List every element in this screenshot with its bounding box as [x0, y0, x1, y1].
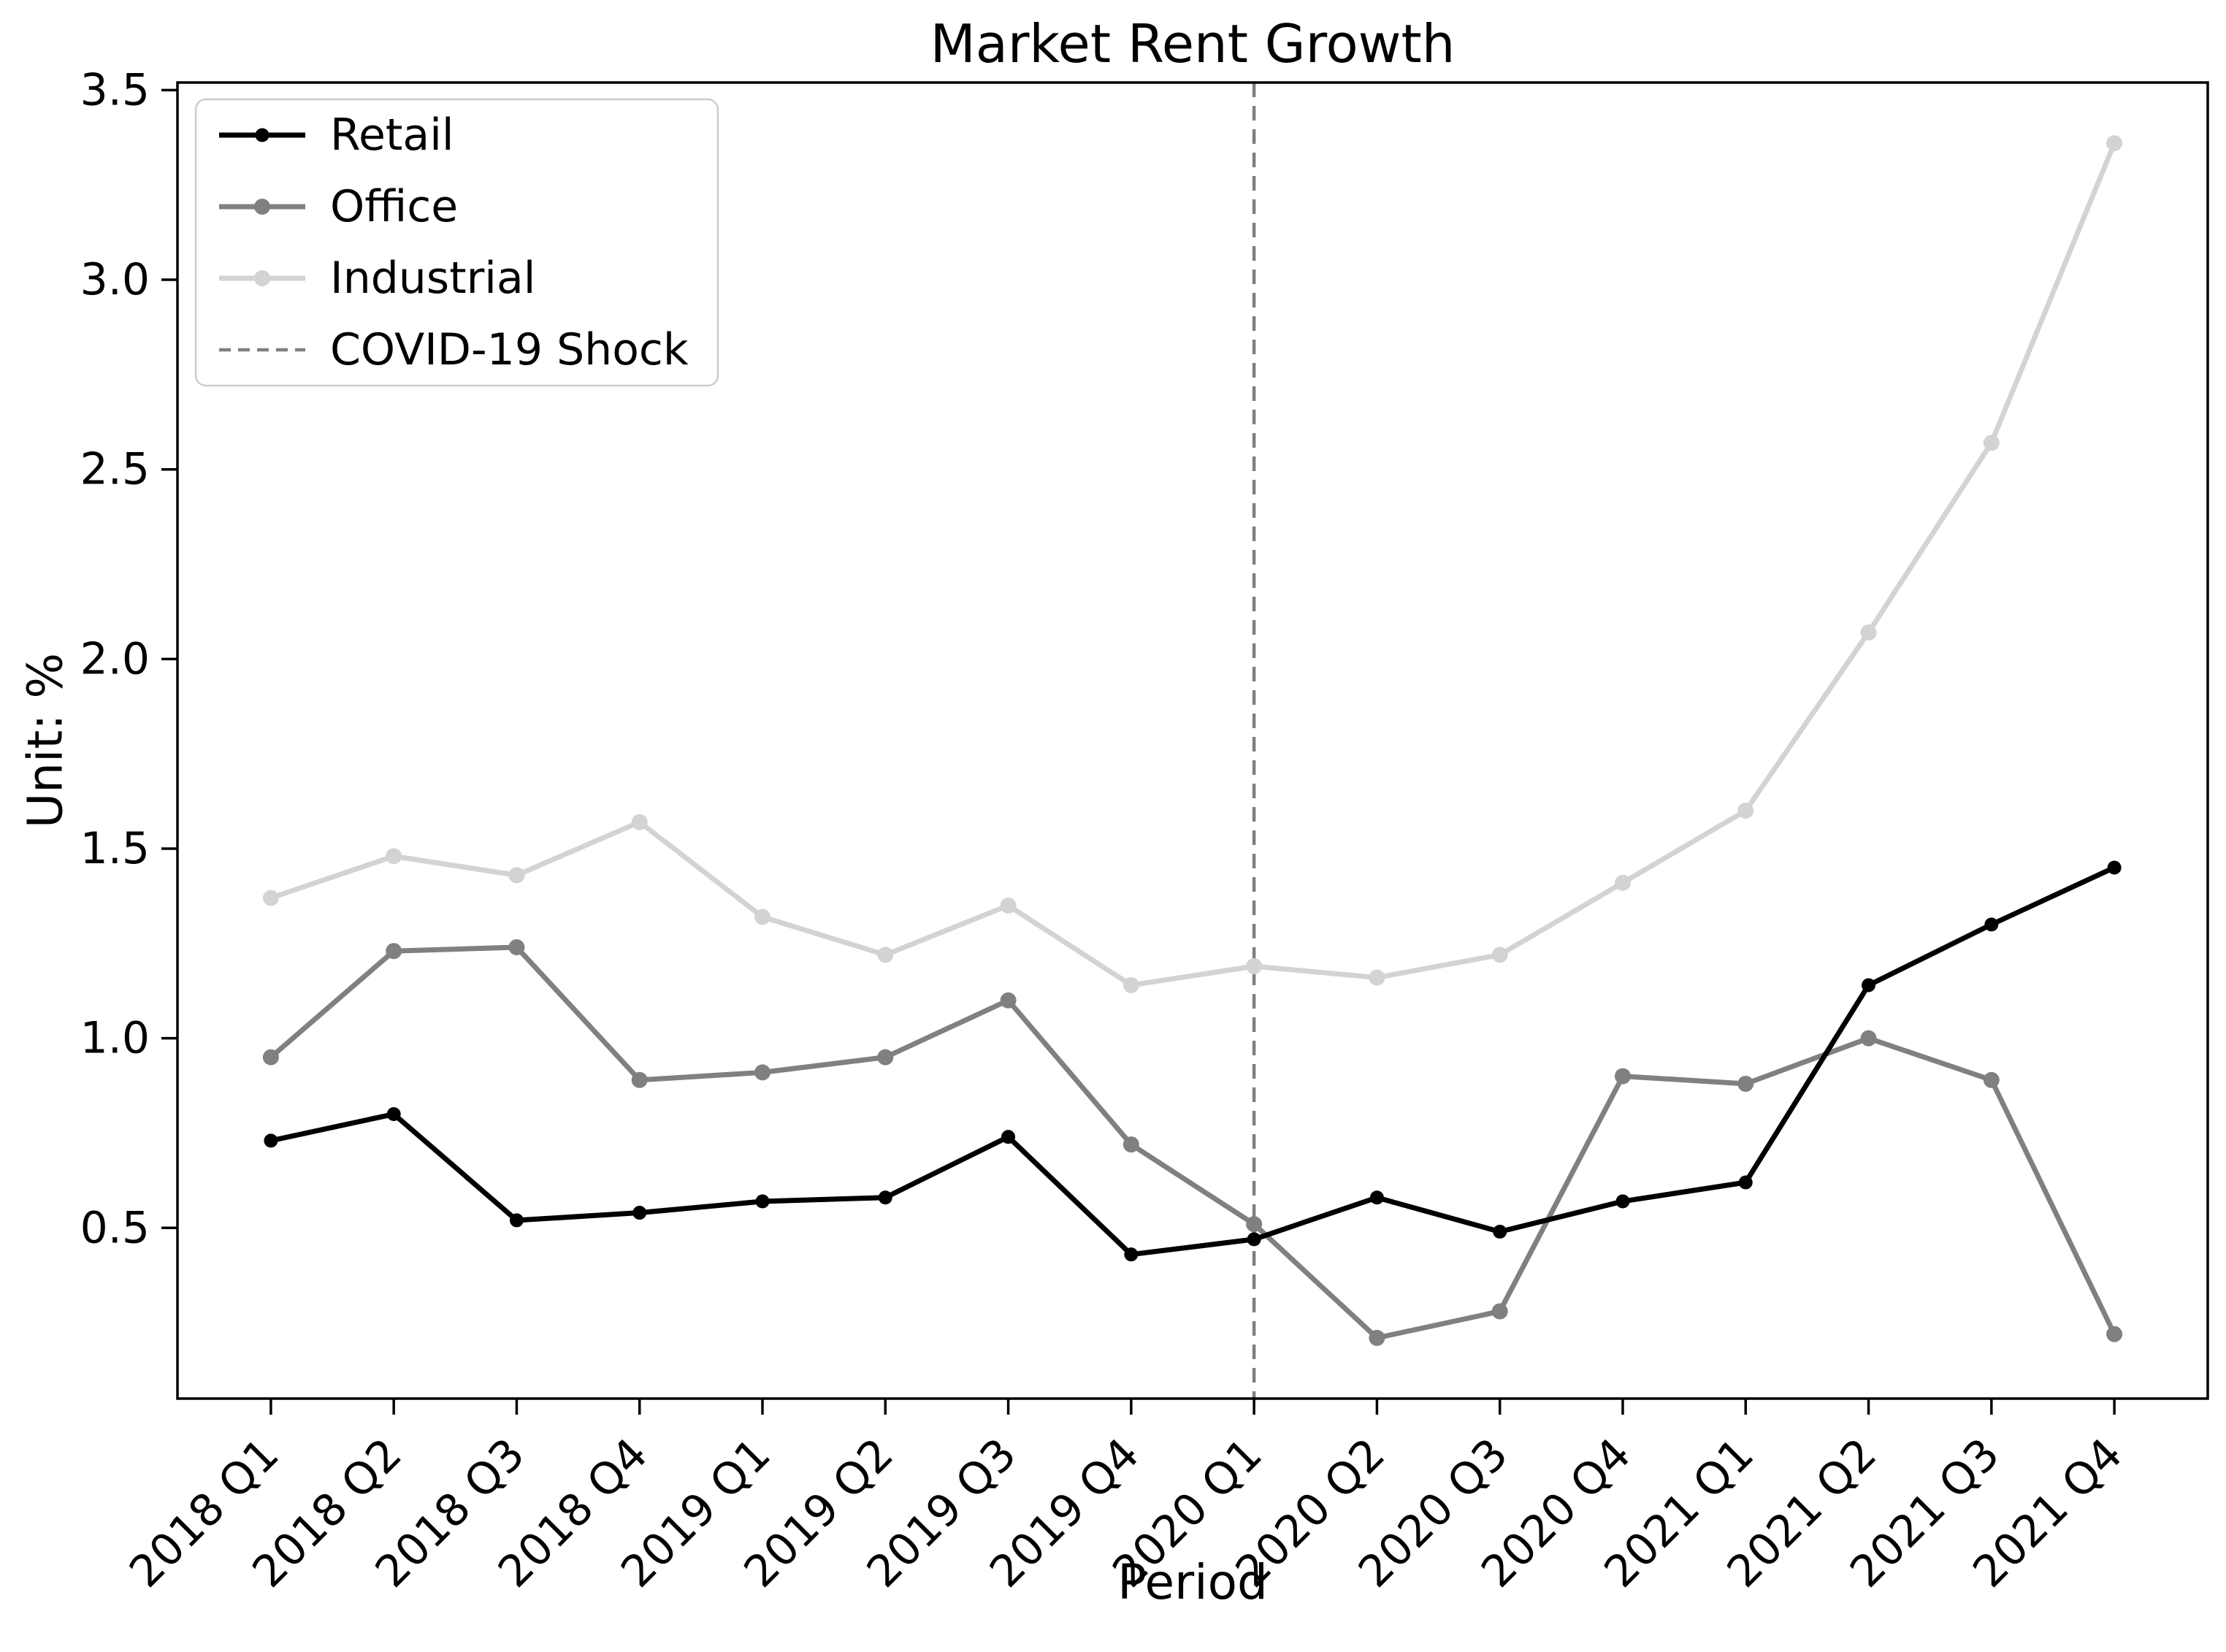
- y-tick-label: 2.0: [80, 633, 150, 684]
- legend-label: Retail: [330, 110, 454, 161]
- industrial-marker: [2106, 135, 2123, 152]
- industrial-marker: [1122, 976, 1139, 993]
- office-marker: [262, 1049, 279, 1066]
- office-marker: [877, 1049, 894, 1066]
- y-tick-label: 1.0: [80, 1013, 150, 1064]
- retail-series: [264, 860, 2122, 1262]
- industrial-series: [262, 135, 2123, 993]
- retail-marker: [1124, 1247, 1139, 1262]
- retail-marker: [632, 1206, 647, 1220]
- legend-entry-industrial: Industrial: [219, 253, 535, 304]
- industrial-marker: [1246, 957, 1263, 974]
- legend-box: [194, 98, 719, 387]
- office-marker: [754, 1064, 771, 1081]
- legend-label: Industrial: [330, 253, 535, 304]
- industrial-marker: [1614, 874, 1631, 891]
- legend-sample-marker: [254, 270, 270, 286]
- office-marker: [2106, 1326, 2123, 1342]
- industrial-marker: [1491, 947, 1508, 963]
- industrial-marker: [508, 867, 525, 884]
- office-marker: [1491, 1303, 1508, 1320]
- office-marker: [631, 1071, 648, 1088]
- retail-marker: [509, 1213, 524, 1228]
- retail-line: [268, 865, 2117, 1258]
- industrial-marker: [1369, 969, 1385, 986]
- industrial-marker: [1737, 803, 1754, 819]
- office-marker: [1614, 1068, 1631, 1085]
- industrial-marker: [1983, 435, 2000, 451]
- retail-marker: [1984, 917, 1999, 932]
- legend-sample-marker: [255, 128, 269, 142]
- industrial-marker: [754, 909, 771, 925]
- retail-marker: [1369, 1190, 1384, 1205]
- retail-marker: [1001, 1130, 1016, 1144]
- retail-marker: [1738, 1175, 1753, 1190]
- chart-title: Market Rent Growth: [930, 13, 1456, 74]
- x-axis-label: Period: [1117, 1554, 1268, 1610]
- office-marker: [1369, 1329, 1385, 1346]
- industrial-marker: [386, 848, 402, 865]
- retail-marker: [1247, 1232, 1261, 1247]
- office-marker: [1122, 1136, 1139, 1153]
- office-marker: [1983, 1071, 2000, 1088]
- industrial-marker: [631, 814, 648, 830]
- legend-entry-covid-19-shock: COVID-19 Shock: [219, 324, 689, 375]
- legend-entry-retail: Retail: [219, 110, 454, 161]
- legend-label: COVID-19 Shock: [330, 324, 689, 375]
- retail-marker: [264, 1133, 278, 1148]
- plot-border: [176, 81, 2209, 1400]
- industrial-marker: [877, 947, 894, 963]
- office-marker: [1860, 1030, 1877, 1047]
- legend-label: Office: [330, 181, 458, 232]
- industrial-marker: [1000, 897, 1017, 914]
- y-tick-label: 3.0: [80, 254, 150, 305]
- legend: Retail Office Industrial COVID-19 Shock: [194, 98, 719, 387]
- industrial-line: [268, 140, 2117, 988]
- retail-marker: [386, 1107, 401, 1122]
- industrial-marker: [262, 890, 279, 906]
- retail-marker: [755, 1194, 770, 1209]
- office-marker: [508, 939, 525, 956]
- retail-marker: [878, 1190, 892, 1205]
- industrial-marker: [1860, 624, 1877, 640]
- legend-sample-marker: [254, 199, 270, 215]
- legend-entry-office: Office: [219, 181, 458, 232]
- y-axis-label: Unit: %: [17, 652, 74, 829]
- office-series: [262, 939, 2123, 1346]
- office-line: [268, 944, 2117, 1341]
- office-marker: [1737, 1075, 1754, 1092]
- office-marker: [386, 943, 402, 960]
- retail-marker: [1493, 1225, 1507, 1239]
- y-tick-label: 1.5: [80, 823, 150, 874]
- office-marker: [1000, 992, 1017, 1009]
- y-tick-label: 3.5: [80, 64, 150, 115]
- y-tick-label: 2.5: [80, 444, 150, 495]
- retail-marker: [2107, 860, 2122, 875]
- y-tick-label: 0.5: [80, 1202, 150, 1253]
- retail-marker: [1615, 1194, 1630, 1209]
- office-marker: [1246, 1216, 1263, 1233]
- retail-marker: [1862, 978, 1876, 993]
